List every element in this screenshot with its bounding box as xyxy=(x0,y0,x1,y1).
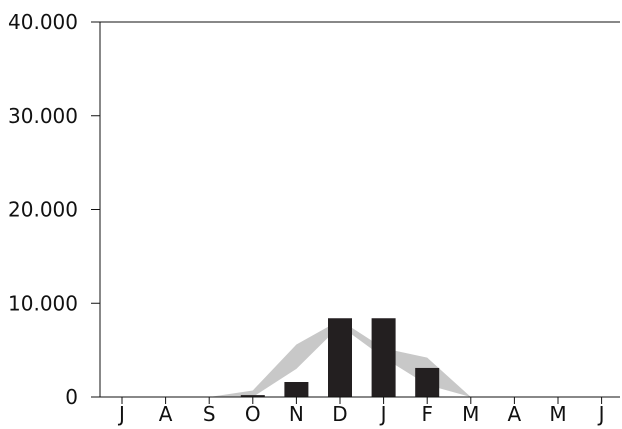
bar-3 xyxy=(240,395,265,397)
x-tick-label-0: J xyxy=(117,402,125,426)
x-tick-label-1: A xyxy=(159,402,173,426)
x-tick-label-10: M xyxy=(549,402,566,426)
x-tick-label-7: F xyxy=(421,402,433,426)
y-tick-label-4: 40.000 xyxy=(8,10,78,34)
y-tick-label-0: 0 xyxy=(65,385,78,409)
x-tick-label-3: O xyxy=(245,402,261,426)
x-tick-label-4: N xyxy=(289,402,304,426)
bar-4 xyxy=(284,382,309,397)
x-tick-label-2: S xyxy=(203,402,216,426)
y-tick-label-2: 20.000 xyxy=(8,198,78,222)
bar-6 xyxy=(371,318,396,397)
y-tick-label-1: 10.000 xyxy=(8,291,78,315)
range-band xyxy=(122,320,602,397)
y-tick-label-3: 30.000 xyxy=(8,104,78,128)
bar-5 xyxy=(328,318,352,397)
x-tick-label-6: J xyxy=(379,402,387,426)
x-tick-label-11: J xyxy=(597,402,605,426)
x-tick-label-8: M xyxy=(462,402,479,426)
x-tick-label-9: A xyxy=(508,402,522,426)
x-tick-label-5: D xyxy=(332,402,347,426)
bar-7 xyxy=(415,367,440,397)
